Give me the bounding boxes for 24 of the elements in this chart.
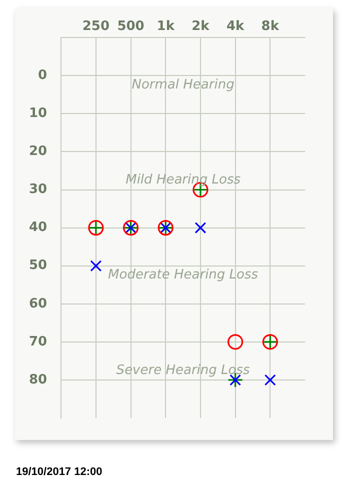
y-tick-label: 70: [28, 334, 48, 350]
y-tick-label: 10: [28, 106, 48, 122]
x-tick-label: 500: [117, 19, 144, 34]
annotation: Severe Hearing Loss: [116, 362, 250, 378]
annotation: Moderate Hearing Loss: [108, 268, 258, 283]
y-tick-label: 0: [38, 68, 48, 84]
point: [194, 222, 206, 234]
point: [228, 334, 244, 350]
x-tick-label: 2k: [192, 19, 210, 34]
x-tick-label: 8k: [261, 19, 280, 34]
x-tick-label: 250: [82, 19, 110, 34]
y-tick-label: 50: [28, 258, 48, 274]
y-tick-label: 80: [28, 372, 48, 388]
annotation: Normal Hearing: [132, 78, 234, 93]
point: [264, 374, 276, 386]
annotation: Mild Hearing Loss: [126, 172, 241, 188]
y-tick-label: 60: [28, 296, 48, 312]
y-tick-label: 20: [28, 144, 48, 160]
point: [90, 260, 102, 272]
y-tick-label: 30: [28, 182, 48, 198]
x-tick-label: 4k: [226, 19, 245, 34]
x-tick-label: 1k: [156, 19, 175, 34]
y-tick-label: 40: [28, 220, 48, 236]
text: 19/10/2017 12:00: [16, 466, 104, 478]
